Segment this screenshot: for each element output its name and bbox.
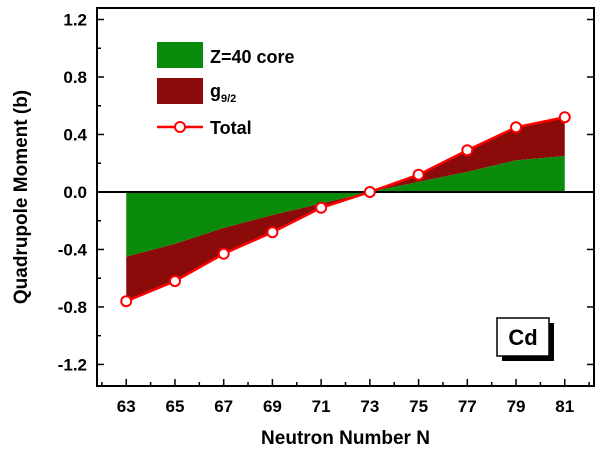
- x-tick-label-65: 65: [165, 397, 184, 416]
- total-point-75: [412, 168, 425, 181]
- legend-swatch-g92: [157, 78, 203, 104]
- total-line-path: [125, 116, 566, 303]
- legend-label-g92-subscript: 9/2: [221, 93, 236, 105]
- x-tick-label-75: 75: [409, 397, 428, 416]
- y-tick-label-5: 0.8: [63, 68, 87, 87]
- x-tick-label-71: 71: [312, 397, 331, 416]
- total-point-67: [217, 247, 230, 260]
- legend-label-core: Z=40 core: [210, 47, 295, 67]
- x-tick-label-81: 81: [555, 397, 574, 416]
- area-g92: [126, 117, 565, 302]
- annotation-box: [496, 317, 550, 357]
- total-point-81: [558, 111, 571, 124]
- x-tick-label-73: 73: [360, 397, 379, 416]
- axis-ticks: 63 65 67 69 71 73 75 77 79 81 -1.2 -0.8 -0.4 0.0 0.4 0.…: [58, 10, 594, 416]
- stacked-areas: [126, 117, 565, 302]
- total-point-79: [510, 121, 523, 134]
- y-axis-title: Quadrupole Moment (b): [11, 90, 32, 304]
- total-point-65: [168, 275, 181, 288]
- y-tick-label-1: -0.8: [58, 298, 87, 317]
- x-tick-label-77: 77: [458, 397, 477, 416]
- total-point-63: [120, 295, 133, 308]
- element-annotation: Cd: [496, 317, 554, 361]
- annotation-label: Cd: [508, 325, 537, 350]
- legend-marker-total: [174, 121, 186, 133]
- total-series: [120, 111, 571, 308]
- legend: Z=40 core g9/2 Total: [157, 42, 295, 138]
- x-axis-title: Neutron Number N: [261, 428, 430, 449]
- x-tick-label-79: 79: [507, 397, 526, 416]
- area-core: [126, 156, 565, 257]
- y-tick-label-2: -0.4: [58, 240, 88, 259]
- y-tick-label-0: -1.2: [58, 355, 87, 374]
- x-tick-label-67: 67: [214, 397, 233, 416]
- x-tick-label-69: 69: [263, 397, 282, 416]
- total-point-77: [461, 144, 474, 157]
- total-point-69: [266, 226, 279, 239]
- total-point-73: [363, 185, 376, 198]
- y-tick-label-3: 0.0: [63, 183, 87, 202]
- legend-label-total: Total: [210, 118, 252, 138]
- y-tick-label-6: 1.2: [63, 10, 87, 29]
- x-tick-label-63: 63: [117, 397, 136, 416]
- legend-label-g92-main: g: [210, 81, 221, 101]
- legend-label-g92: g9/2: [210, 81, 236, 105]
- total-point-71: [315, 201, 328, 214]
- y-tick-label-4: 0.4: [63, 125, 87, 144]
- legend-swatch-core: [157, 42, 203, 68]
